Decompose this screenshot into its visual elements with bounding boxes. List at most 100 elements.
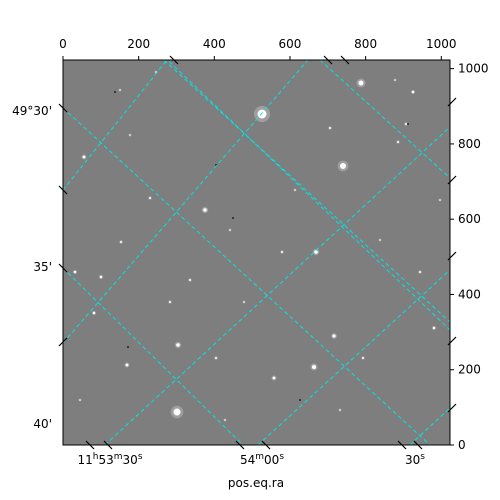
star	[155, 71, 157, 73]
world-grid-tick	[340, 55, 350, 65]
world-grid-tick	[261, 440, 271, 450]
star	[314, 250, 318, 254]
star	[99, 275, 103, 279]
ra-tick-label-1: 11h53m30s	[77, 452, 142, 467]
star	[176, 343, 180, 347]
star	[120, 241, 122, 243]
top-axis-tick-label: 0	[59, 37, 67, 51]
star	[125, 363, 129, 367]
star	[379, 239, 381, 241]
top-axis-tick-label: 1000	[426, 37, 457, 51]
star	[332, 334, 336, 338]
star	[79, 399, 81, 401]
image-background	[63, 60, 450, 445]
ra-axis-label: pos.eq.ra	[228, 476, 284, 490]
grid-line	[63, 107, 431, 445]
star	[329, 127, 331, 129]
star	[411, 90, 415, 94]
world-grid-tick	[447, 336, 457, 346]
ra-tick-label-2: 54m00s	[240, 452, 284, 467]
world-grid-tick	[58, 185, 68, 195]
grid-line	[163, 60, 450, 323]
right-axis-tick-label: 1000	[458, 62, 489, 76]
star	[82, 155, 86, 159]
star	[432, 326, 436, 330]
world-grid-tick	[85, 440, 95, 450]
right-axis-tick-label: 0	[458, 438, 466, 452]
sky-image	[63, 60, 450, 445]
star	[129, 134, 131, 136]
top-axis-tick-label: 400	[203, 37, 226, 51]
star	[149, 197, 151, 199]
star	[419, 271, 421, 273]
star	[405, 123, 407, 125]
star	[229, 229, 231, 231]
dec-tick-label-3: 40'	[33, 417, 52, 431]
star	[92, 311, 96, 315]
dec-tick-label-2: 35'	[33, 260, 52, 274]
star	[203, 208, 207, 212]
world-grid-tick	[447, 175, 457, 185]
star	[73, 270, 77, 274]
world-grid-tick	[169, 55, 179, 65]
top-axis-tick-label: 600	[279, 37, 302, 51]
right-axis-tick-label: 400	[458, 287, 481, 301]
star	[215, 357, 217, 359]
ra-tick-label-3: 30s	[405, 452, 425, 467]
world-grid-tick	[58, 103, 68, 113]
star	[439, 199, 441, 201]
star	[243, 301, 245, 303]
star	[362, 357, 364, 359]
star	[397, 141, 399, 143]
world-grid-tick	[447, 403, 457, 413]
world-grid-tick	[235, 440, 245, 450]
star	[294, 189, 296, 191]
dark-pixel	[114, 91, 116, 93]
world-grid-tick	[447, 97, 457, 107]
dark-pixel	[299, 399, 301, 401]
star	[312, 365, 316, 369]
right-axis-tick-label: 800	[458, 137, 481, 151]
dec-tick-label-1: 49°30'	[12, 104, 52, 118]
grid-line	[63, 267, 244, 445]
world-grid-tick	[58, 337, 68, 347]
grid-line	[319, 60, 450, 179]
right-pixel-axis: 0 200 400 600 800 1000	[450, 62, 489, 452]
top-pixel-axis: 0 200 400 600 800 1000	[59, 37, 457, 60]
world-grid-tick	[58, 263, 68, 273]
dark-pixel	[232, 217, 234, 219]
star	[224, 419, 226, 421]
world-edge-ticks	[58, 55, 457, 450]
grid-line	[409, 407, 450, 445]
right-axis-tick-label: 200	[458, 363, 481, 377]
star	[339, 409, 341, 411]
star	[257, 109, 267, 119]
star	[119, 89, 121, 91]
dark-pixel	[127, 346, 129, 348]
right-axis-tick-label: 600	[458, 212, 481, 226]
star	[394, 79, 396, 81]
top-axis-tick-label: 200	[127, 37, 150, 51]
grid-line	[63, 60, 309, 344]
grid-line	[166, 60, 450, 331]
coordinate-grid	[63, 60, 450, 445]
world-grid-tick	[103, 440, 113, 450]
world-grid-tick	[447, 251, 457, 261]
grid-line	[104, 126, 450, 445]
dark-pixel	[407, 123, 409, 125]
star	[272, 376, 276, 380]
plot-frame	[62, 59, 451, 446]
star	[340, 163, 346, 169]
world-grid-tick	[397, 440, 407, 450]
star	[281, 251, 283, 253]
world-grid-tick	[413, 440, 423, 450]
star	[173, 408, 181, 416]
star-field	[72, 70, 442, 422]
top-axis-tick-label: 800	[354, 37, 377, 51]
grid-line	[257, 269, 450, 445]
star	[358, 80, 364, 86]
world-grid-tick	[323, 55, 333, 65]
star	[169, 301, 171, 303]
star	[189, 279, 191, 281]
